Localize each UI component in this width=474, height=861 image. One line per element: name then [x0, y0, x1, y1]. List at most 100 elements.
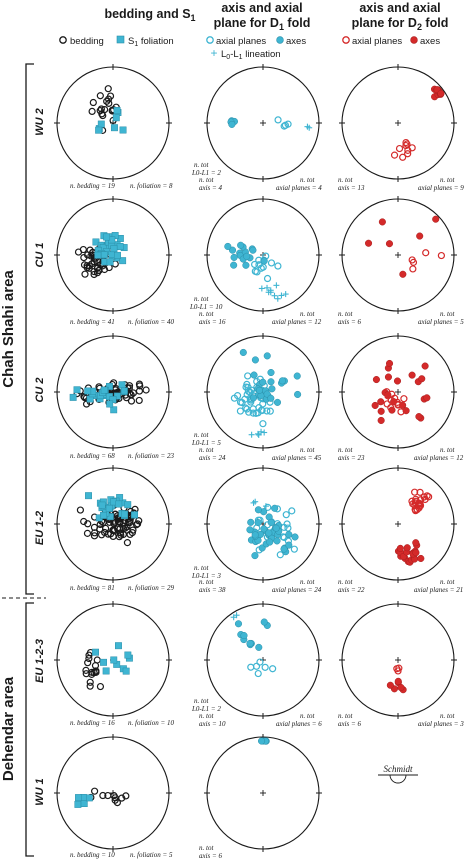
d1-fold-axis-marker	[234, 620, 243, 628]
bedding-pole-marker	[125, 382, 134, 390]
count-d1-planes-head-row4: n. tot	[300, 578, 315, 586]
d1-axial-plane-pole-marker	[230, 394, 239, 402]
legend-d1-axes-symbol	[276, 36, 284, 44]
foliation-pole-marker	[100, 251, 108, 259]
legend-foliation-symbol	[116, 35, 125, 44]
foliation-pole-marker	[100, 386, 108, 394]
unit-label-cu2: CU 2	[34, 377, 46, 402]
d2-axial-plane-pole-marker	[402, 138, 410, 147]
bedding-pole-marker	[101, 105, 109, 114]
d1-axial-plane-pole-marker	[284, 120, 292, 128]
bedding-pole-marker	[93, 269, 102, 277]
d1-fold-axis-marker	[267, 394, 275, 402]
foliation-pole-marker	[121, 510, 128, 518]
area-bracket-dehendar: Dehendar area	[0, 602, 34, 857]
d2-fold-axis-marker	[418, 375, 426, 383]
legend-d1-axial-planes-label: axial planes	[216, 36, 266, 47]
stereonet-wu2-bedding-s1	[54, 64, 172, 182]
d1-axial-plane-pole-marker	[242, 383, 250, 391]
count-d1-axis-head-row2: n. tot	[199, 310, 214, 318]
foliation-pole-marker	[106, 382, 113, 390]
foliation-pole-marker	[94, 251, 102, 259]
stereonet-eu123-d1	[204, 601, 322, 719]
d2-axial-plane-pole-marker	[387, 403, 395, 412]
d1-fold-axis-marker	[230, 253, 238, 261]
d2-axial-plane-pole-marker	[408, 497, 416, 505]
count-d2-axis-head-row5: n. tot	[338, 712, 353, 720]
d1-fold-axis-marker	[271, 504, 279, 512]
count-bedding-row6: n. bedding = 10	[70, 851, 115, 859]
foliation-pole-marker	[106, 400, 114, 408]
d2-fold-axis-marker	[412, 549, 420, 557]
bedding-pole-marker	[80, 254, 88, 262]
bedding-pole-marker	[93, 264, 101, 272]
d2-fold-axis-marker	[372, 376, 380, 384]
d1-fold-axis-marker	[267, 518, 275, 527]
bedding-pole-marker	[105, 99, 113, 107]
d2-axial-plane-pole-marker	[395, 144, 404, 153]
count-bedding-row1: n. bedding = 19	[70, 182, 115, 190]
bedding-pole-marker	[135, 380, 144, 388]
d1-fold-axis-marker	[259, 378, 267, 386]
count-d1-axis-head-row6: n. tot	[199, 844, 214, 852]
d1-fold-axis-marker	[224, 242, 232, 250]
d1-axial-plane-pole-marker	[274, 262, 282, 270]
count-d2-planes-row2: axial planes = 5	[418, 318, 464, 326]
header-d1-line1: axis and axial	[221, 1, 302, 15]
d2-axial-plane-pole-marker	[387, 396, 395, 404]
d2-fold-axis-marker	[432, 215, 440, 223]
bedding-pole-marker	[86, 682, 94, 690]
foliation-pole-marker	[118, 381, 126, 389]
bedding-pole-marker	[97, 105, 105, 113]
d1-axial-plane-pole-marker	[282, 511, 290, 519]
bedding-pole-marker	[96, 92, 104, 100]
count-d1-planes-row1: axial planes = 4	[276, 184, 322, 192]
d1-fold-axis-marker	[263, 352, 271, 360]
foliation-pole-marker	[85, 492, 92, 500]
d1-axial-plane-pole-marker	[274, 116, 282, 124]
stereonet-wu2-d1	[204, 64, 322, 182]
count-d2-planes-head-row2: n. tot	[440, 310, 455, 318]
bedding-pole-marker	[123, 539, 132, 547]
bedding-pole-marker	[114, 525, 122, 533]
bedding-pole-marker	[96, 525, 104, 533]
legend-col2: axial planes axes + L0-L1 lineation	[206, 36, 306, 61]
count-d1-planes-row2: axial planes = 12	[272, 318, 322, 326]
count-d1-planes-row3: axial planes = 45	[272, 454, 322, 462]
schmidt-label: Schmidt	[384, 764, 413, 774]
bedding-pole-marker	[91, 787, 99, 795]
bedding-pole-marker	[87, 260, 96, 268]
d1-fold-axis-marker	[247, 518, 255, 526]
d2-axial-plane-pole-marker	[397, 408, 405, 416]
d1-fold-axis-marker	[280, 545, 288, 553]
d2-fold-axis-marker	[417, 554, 425, 563]
bedding-pole-marker	[82, 666, 90, 674]
area-label-dehendar: Dehendar area	[0, 676, 17, 781]
count-d1-axis-row6: axis = 6	[199, 852, 222, 860]
bedding-pole-marker	[82, 670, 90, 678]
bedding-pole-marker	[92, 668, 100, 676]
d1-axial-plane-pole-marker	[247, 663, 255, 671]
bedding-pole-marker	[116, 518, 124, 526]
d1-fold-axis-marker	[267, 378, 275, 386]
foliation-pole-marker	[100, 511, 108, 519]
stereonet-eu123-bedding-s1	[54, 601, 172, 719]
foliation-pole-marker	[131, 511, 139, 519]
stereonet-eu12-d1	[204, 465, 322, 583]
d2-axial-plane-pole-marker	[437, 251, 445, 260]
bedding-pole-marker	[99, 791, 107, 800]
d2-fold-axis-marker	[393, 377, 402, 385]
foliation-pole-marker	[119, 126, 127, 134]
d1-fold-axis-marker	[285, 530, 293, 539]
count-d1-l-row5: L0-L1 = 2	[191, 705, 221, 713]
foliation-pole-marker	[124, 501, 132, 509]
d2-axial-plane-pole-marker	[383, 400, 391, 408]
count-d1-l-head-row5: n. tot	[194, 697, 209, 705]
bedding-pole-marker	[74, 248, 83, 256]
unit-label-wu1: WU 1	[34, 778, 46, 806]
bedding-pole-marker	[104, 95, 113, 103]
bedding-pole-marker	[135, 396, 143, 405]
stereonet-eu12-d2	[339, 465, 457, 583]
stereonet-grid	[54, 64, 457, 852]
d1-fold-axis-marker	[278, 377, 286, 385]
